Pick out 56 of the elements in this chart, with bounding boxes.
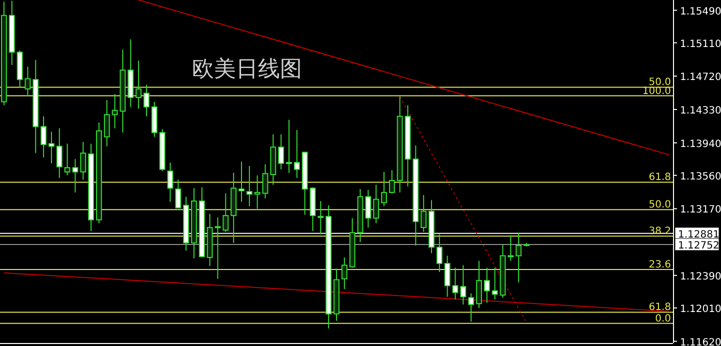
candlestick bbox=[516, 232, 522, 283]
y-tick-label: 1.11620 bbox=[680, 337, 721, 346]
annotation: 50.0 bbox=[648, 200, 671, 211]
candlestick bbox=[381, 171, 387, 207]
candlestick bbox=[492, 267, 498, 300]
candlestick bbox=[484, 267, 490, 304]
annotation: 61.8 bbox=[648, 172, 671, 184]
ref-line-label: 1.12881 bbox=[678, 229, 720, 240]
candlestick bbox=[444, 255, 450, 298]
candlestick bbox=[175, 179, 182, 208]
candlestick bbox=[294, 130, 300, 178]
candlestick bbox=[24, 66, 31, 96]
y-tick-label: 1.14720 bbox=[680, 72, 721, 84]
y-tick-label: 1.12010 bbox=[680, 304, 721, 315]
candlestick bbox=[104, 100, 110, 147]
candlestick bbox=[420, 194, 427, 232]
candlestick bbox=[318, 200, 324, 235]
candlestick bbox=[136, 60, 142, 110]
y-tick-label: 1.13940 bbox=[680, 138, 721, 150]
candlestick bbox=[64, 143, 70, 176]
candlestick bbox=[238, 161, 244, 202]
candlestick bbox=[460, 264, 466, 306]
candlestick bbox=[56, 128, 62, 178]
candlestick bbox=[222, 192, 229, 232]
candlestick bbox=[214, 216, 221, 280]
y-tick-label: 1.13560 bbox=[680, 171, 721, 182]
annotation: 61.8 bbox=[648, 302, 671, 314]
annotation: 23.6 bbox=[648, 259, 671, 270]
candlestick bbox=[468, 292, 474, 322]
candlestick bbox=[167, 162, 174, 202]
candlestick bbox=[262, 164, 268, 199]
annotation: 0.0 bbox=[655, 313, 671, 324]
candlestick bbox=[72, 158, 78, 193]
candlestick bbox=[341, 256, 348, 290]
candlestick bbox=[452, 267, 458, 300]
candlestick bbox=[476, 260, 482, 308]
candlestick bbox=[40, 116, 46, 158]
y-tick-label: 1.13170 bbox=[680, 204, 721, 216]
text: 欧美日线图 bbox=[192, 57, 302, 82]
candlestick bbox=[286, 119, 292, 174]
y-tick-label: 1.14330 bbox=[680, 105, 721, 116]
candlestick bbox=[254, 174, 260, 210]
candlestick bbox=[144, 84, 150, 117]
candlestick bbox=[508, 234, 514, 262]
y-tick-label: 1.15110 bbox=[680, 38, 721, 50]
ref-line-label: 1.12752 bbox=[678, 240, 720, 252]
candlestick bbox=[246, 165, 252, 207]
candlestick bbox=[373, 184, 380, 224]
candlestick bbox=[112, 94, 118, 129]
candlestick bbox=[388, 170, 395, 194]
candlestick bbox=[48, 131, 54, 164]
y-tick-label: 1.15490 bbox=[680, 6, 721, 18]
candlestick bbox=[278, 134, 284, 170]
candlestick bbox=[80, 141, 86, 180]
candlestick bbox=[365, 189, 372, 228]
y-tick-label: 1.12390 bbox=[680, 271, 721, 282]
